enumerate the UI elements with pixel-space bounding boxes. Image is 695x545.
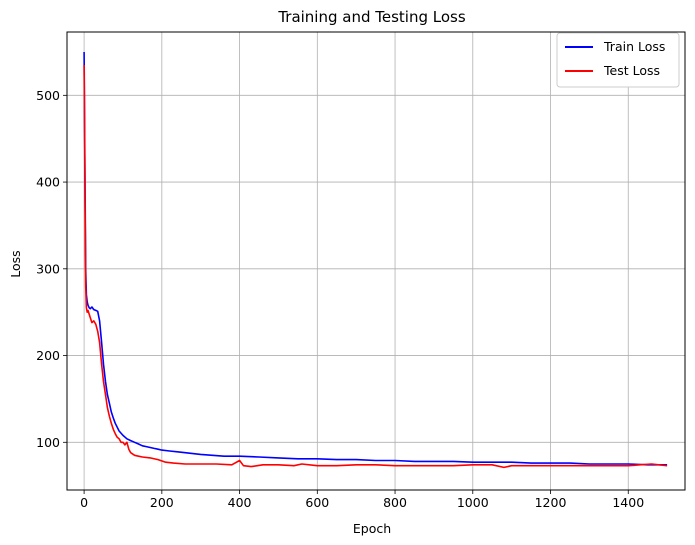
- axis-ticks: 0 200 400 600 800 1000 1200 1400 100 200 300 400 500: [36, 88, 644, 510]
- y-tick-label: 500: [36, 88, 60, 103]
- legend-label-test-loss: Test Loss: [603, 63, 660, 78]
- plot-frame: [66, 31, 686, 491]
- chart-title: Training and Testing Loss: [277, 8, 466, 26]
- legend: Train Loss Test Loss: [556, 32, 680, 88]
- x-tick-label: 0: [80, 495, 88, 510]
- x-tick-label: 800: [383, 495, 407, 510]
- x-axis-label: Epoch: [353, 521, 391, 536]
- grid-lines: [67, 32, 685, 490]
- x-tick-label: 1400: [612, 495, 644, 510]
- y-tick-label: 300: [36, 261, 60, 276]
- x-tick-label: 200: [150, 495, 174, 510]
- x-tick-label: 1000: [457, 495, 489, 510]
- x-tick-label: 400: [228, 495, 252, 510]
- y-axis-label: Loss: [8, 250, 23, 277]
- series-line-train-loss: [83, 51, 668, 466]
- plot-series: [83, 51, 668, 469]
- y-tick-label: 400: [36, 175, 60, 190]
- series-line-test-loss: [83, 64, 668, 469]
- legend-label-train-loss: Train Loss: [603, 39, 665, 54]
- x-tick-label: 600: [305, 495, 329, 510]
- y-tick-label: 200: [36, 348, 60, 363]
- x-tick-label: 1200: [535, 495, 567, 510]
- y-tick-label: 100: [36, 435, 60, 450]
